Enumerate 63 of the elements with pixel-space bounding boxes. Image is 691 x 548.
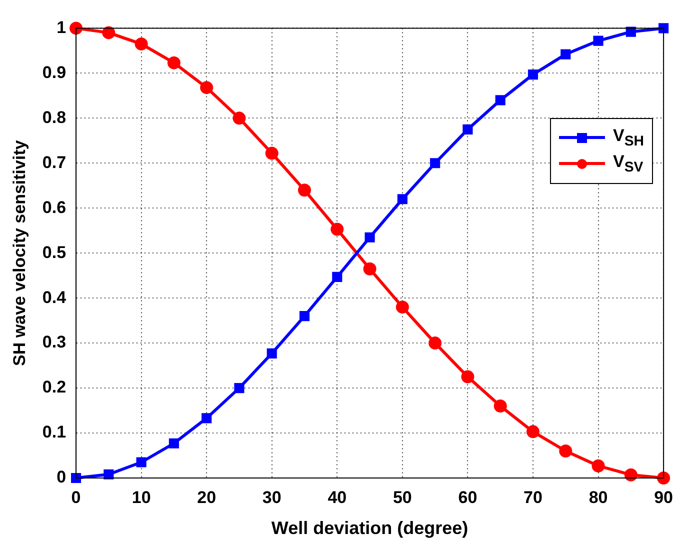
y-tick-label: 0.7 [42, 152, 66, 172]
point [559, 444, 572, 458]
legend-label: V$_{SH}$ [612, 126, 644, 150]
point [462, 124, 473, 134]
y-tick-label: 0.6 [42, 198, 66, 217]
point [102, 26, 116, 40]
point [494, 400, 507, 413]
x-axis-title: Well deviation (degree) [271, 518, 468, 538]
point [658, 23, 669, 34]
x-tick-label: 70 [524, 488, 542, 507]
point [526, 425, 540, 438]
point [528, 69, 538, 80]
point [592, 459, 605, 472]
x-tick-label: 0 [71, 488, 81, 507]
point [266, 348, 277, 358]
y-tick-label: 0.1 [42, 422, 66, 442]
legend-label: V$_{SV}$ [612, 152, 644, 176]
point [593, 36, 604, 46]
point [560, 49, 571, 60]
point [626, 26, 636, 37]
x-tick-label: 50 [392, 488, 412, 507]
point [332, 272, 342, 282]
x-tick-label: 10 [132, 488, 151, 507]
point [265, 146, 278, 160]
point [624, 468, 638, 482]
point [70, 472, 82, 484]
point [167, 56, 180, 70]
x-tick-label: 90 [654, 488, 674, 507]
y-tick-label: 0.8 [42, 108, 66, 127]
y-tick-label: 1 [56, 18, 66, 37]
point [234, 383, 244, 394]
point [430, 158, 440, 168]
point [657, 472, 670, 484]
point [70, 22, 83, 35]
x-tick-label: 20 [197, 488, 216, 507]
point [330, 222, 344, 236]
x-tick-label: 30 [262, 488, 282, 507]
y-tick-label: 0.4 [42, 288, 67, 307]
point [461, 370, 474, 384]
x-tick-label: 60 [458, 488, 478, 507]
y-tick-label: 0.2 [42, 378, 66, 397]
point [364, 232, 375, 242]
point [397, 194, 408, 204]
point [136, 457, 146, 468]
point [495, 95, 506, 106]
point [363, 262, 376, 276]
y-tick-label: 0 [56, 468, 66, 487]
point [396, 300, 409, 314]
y-tick-label: 0.9 [42, 62, 66, 82]
point [298, 184, 312, 197]
y-tick-label: 0.5 [42, 242, 66, 262]
point [428, 336, 442, 350]
point [299, 311, 310, 322]
point [134, 37, 148, 50]
x-tick-label: 80 [588, 488, 608, 507]
y-axis-title: SH wave velocity sensitivity [10, 140, 29, 366]
point [200, 81, 214, 94]
y-tick-label: 0.3 [42, 332, 66, 352]
x-tick-label: 40 [328, 488, 347, 507]
point [232, 112, 246, 125]
point [168, 438, 179, 448]
point [104, 469, 114, 480]
point [202, 413, 212, 424]
